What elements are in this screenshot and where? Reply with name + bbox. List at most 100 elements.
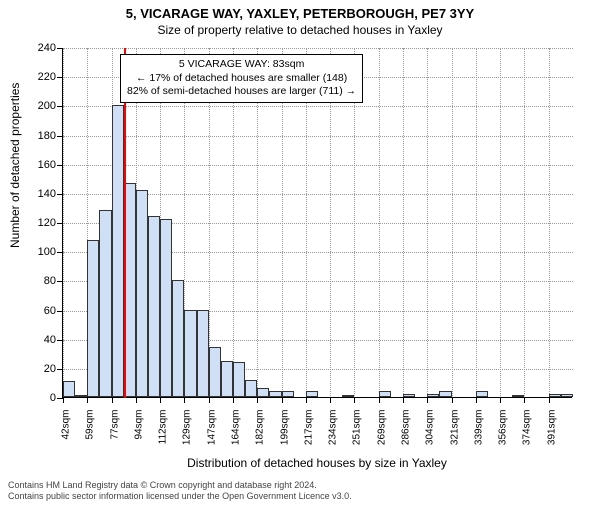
- x-axis-label: Distribution of detached houses by size …: [62, 456, 572, 470]
- x-tick: [87, 397, 88, 403]
- gridline-vertical: [379, 48, 380, 398]
- x-tick: [257, 397, 258, 403]
- gridline-horizontal: [63, 136, 573, 137]
- x-tick-label: 304sqm: [425, 410, 436, 460]
- x-tick-label: 234sqm: [328, 410, 339, 460]
- x-tick-label: 217sqm: [303, 410, 314, 460]
- x-tick: [209, 397, 210, 403]
- x-tick: [330, 397, 331, 403]
- histogram-bar: [549, 394, 561, 397]
- x-tick-label: 199sqm: [279, 410, 290, 460]
- x-tick: [160, 397, 161, 403]
- histogram-bar: [221, 361, 233, 397]
- chart-container: 5, VICARAGE WAY, YAXLEY, PETERBOROUGH, P…: [0, 6, 600, 506]
- x-tick: [524, 397, 525, 403]
- x-tick-label: 42sqm: [61, 410, 72, 460]
- histogram-bar: [282, 391, 294, 397]
- x-tick-label: 374sqm: [522, 410, 533, 460]
- x-tick: [63, 397, 64, 403]
- x-tick: [233, 397, 234, 403]
- gridline-vertical: [476, 48, 477, 398]
- y-tick-label: 240: [16, 42, 56, 54]
- y-tick-label: 140: [16, 188, 56, 200]
- x-tick-label: 59sqm: [85, 410, 96, 460]
- chart-subtitle: Size of property relative to detached ho…: [0, 23, 600, 37]
- histogram-bar: [148, 216, 160, 397]
- histogram-bar: [427, 394, 439, 397]
- histogram-bar: [87, 240, 99, 398]
- gridline-vertical: [500, 48, 501, 398]
- y-tick-label: 220: [16, 71, 56, 83]
- x-tick: [403, 397, 404, 403]
- annotation-box: 5 VICARAGE WAY: 83sqm ← 17% of detached …: [120, 54, 363, 103]
- histogram-bar: [257, 388, 269, 397]
- histogram-bar: [75, 395, 87, 397]
- x-tick-label: 147sqm: [206, 410, 217, 460]
- y-tick-label: 40: [16, 334, 56, 346]
- y-tick-label: 20: [16, 363, 56, 375]
- x-tick: [452, 397, 453, 403]
- histogram-bar: [306, 391, 318, 397]
- gridline-vertical: [63, 48, 64, 398]
- gridline-vertical: [427, 48, 428, 398]
- x-tick-label: 112sqm: [158, 410, 169, 460]
- gridline-vertical: [549, 48, 550, 398]
- gridline-horizontal: [63, 165, 573, 166]
- x-tick: [282, 397, 283, 403]
- x-tick-label: 182sqm: [255, 410, 266, 460]
- histogram-bar: [172, 280, 184, 397]
- y-tick-label: 120: [16, 217, 56, 229]
- x-tick: [136, 397, 137, 403]
- x-tick-label: 164sqm: [231, 410, 242, 460]
- attribution-line1: Contains HM Land Registry data © Crown c…: [8, 480, 352, 491]
- y-tick-label: 60: [16, 305, 56, 317]
- attribution-line2: Contains public sector information licen…: [8, 491, 352, 502]
- gridline-horizontal: [63, 106, 573, 107]
- gridline-vertical: [452, 48, 453, 398]
- annotation-line1: 5 VICARAGE WAY: 83sqm: [127, 58, 356, 72]
- y-tick-label: 200: [16, 100, 56, 112]
- histogram-bar: [476, 391, 488, 397]
- y-tick-label: 160: [16, 159, 56, 171]
- histogram-bar: [112, 105, 124, 397]
- histogram-bar: [209, 347, 221, 397]
- histogram-bar: [160, 219, 172, 397]
- histogram-bar: [99, 210, 111, 397]
- histogram-bar: [233, 362, 245, 397]
- histogram-bar: [63, 381, 75, 397]
- histogram-bar: [512, 395, 524, 397]
- x-tick-label: 129sqm: [182, 410, 193, 460]
- gridline-horizontal: [63, 48, 573, 49]
- y-tick-label: 80: [16, 275, 56, 287]
- x-tick-label: 77sqm: [109, 410, 120, 460]
- x-tick: [379, 397, 380, 403]
- x-tick-label: 356sqm: [498, 410, 509, 460]
- x-tick: [427, 397, 428, 403]
- gridline-vertical: [403, 48, 404, 398]
- histogram-bar: [184, 310, 196, 398]
- histogram-bar: [561, 394, 573, 397]
- chart-plot-area: 5 VICARAGE WAY: 83sqm ← 17% of detached …: [62, 48, 572, 398]
- x-tick-label: 321sqm: [449, 410, 460, 460]
- x-tick: [476, 397, 477, 403]
- x-tick: [549, 397, 550, 403]
- y-tick-label: 180: [16, 130, 56, 142]
- annotation-line3: 82% of semi-detached houses are larger (…: [127, 85, 356, 99]
- x-tick-label: 94sqm: [133, 410, 144, 460]
- histogram-bar: [439, 391, 451, 397]
- chart-title: 5, VICARAGE WAY, YAXLEY, PETERBOROUGH, P…: [0, 6, 600, 21]
- x-tick: [112, 397, 113, 403]
- x-tick-label: 269sqm: [376, 410, 387, 460]
- attribution: Contains HM Land Registry data © Crown c…: [8, 480, 352, 502]
- x-tick-label: 391sqm: [546, 410, 557, 460]
- histogram-bar: [136, 190, 148, 397]
- y-tick-label: 100: [16, 246, 56, 258]
- x-tick: [306, 397, 307, 403]
- x-tick: [184, 397, 185, 403]
- x-tick: [500, 397, 501, 403]
- histogram-bar: [197, 310, 209, 398]
- y-tick-label: 0: [16, 392, 56, 404]
- histogram-bar: [245, 380, 257, 398]
- histogram-bar: [269, 391, 281, 397]
- histogram-bar: [379, 391, 391, 397]
